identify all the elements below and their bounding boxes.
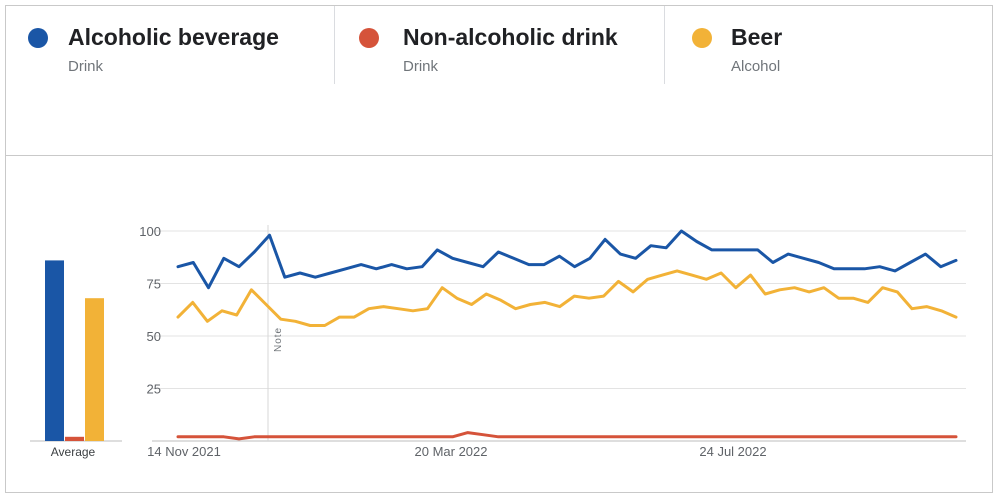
- x-tick-label: 24 Jul 2022: [699, 444, 766, 459]
- average-bar: [85, 298, 104, 441]
- legend-term-alcoholic-beverage[interactable]: Alcoholic beverage Drink: [6, 6, 334, 84]
- note-label: Note: [273, 327, 284, 352]
- y-tick-label: 50: [147, 329, 161, 344]
- legend-term-beer[interactable]: Beer Alcohol: [664, 6, 993, 84]
- y-tick-label: 25: [147, 382, 161, 397]
- term-category: Drink: [403, 58, 439, 75]
- average-label: Average: [51, 445, 96, 459]
- y-axis-ticks: 25 50 75 100: [139, 224, 161, 397]
- y-tick-label: 100: [139, 224, 161, 239]
- series-color-dot: [359, 28, 379, 48]
- average-bars: [30, 260, 122, 442]
- term-category: Alcohol: [731, 58, 781, 75]
- legend-term-non-alcoholic-drink[interactable]: Non-alcoholic drink Drink: [334, 6, 665, 84]
- x-tick-label: 14 Nov 2021: [147, 444, 221, 459]
- series-line: [176, 269, 958, 327]
- series-color-dot: [28, 28, 48, 48]
- x-axis-ticks: 14 Nov 2021 20 Mar 2022 24 Jul 2022: [147, 444, 766, 459]
- term-name: Beer: [731, 24, 783, 50]
- series-color-dot: [692, 28, 712, 48]
- term-name: Alcoholic beverage: [68, 24, 279, 50]
- series-line: [176, 229, 958, 290]
- term-name: Non-alcoholic drink: [403, 24, 618, 50]
- x-tick-label: 20 Mar 2022: [415, 444, 488, 459]
- y-tick-label: 75: [147, 277, 161, 292]
- average-bar: [45, 260, 64, 441]
- legend-row: Alcoholic beverage Drink Non-alcoholic d…: [6, 6, 992, 156]
- note-marker[interactable]: Note: [267, 225, 284, 441]
- widget-frame: [5, 5, 993, 493]
- series-lines: [176, 229, 958, 441]
- average-bar: [65, 436, 84, 441]
- gridlines: [152, 230, 966, 442]
- term-category: Drink: [68, 58, 104, 75]
- series-line: [176, 431, 958, 441]
